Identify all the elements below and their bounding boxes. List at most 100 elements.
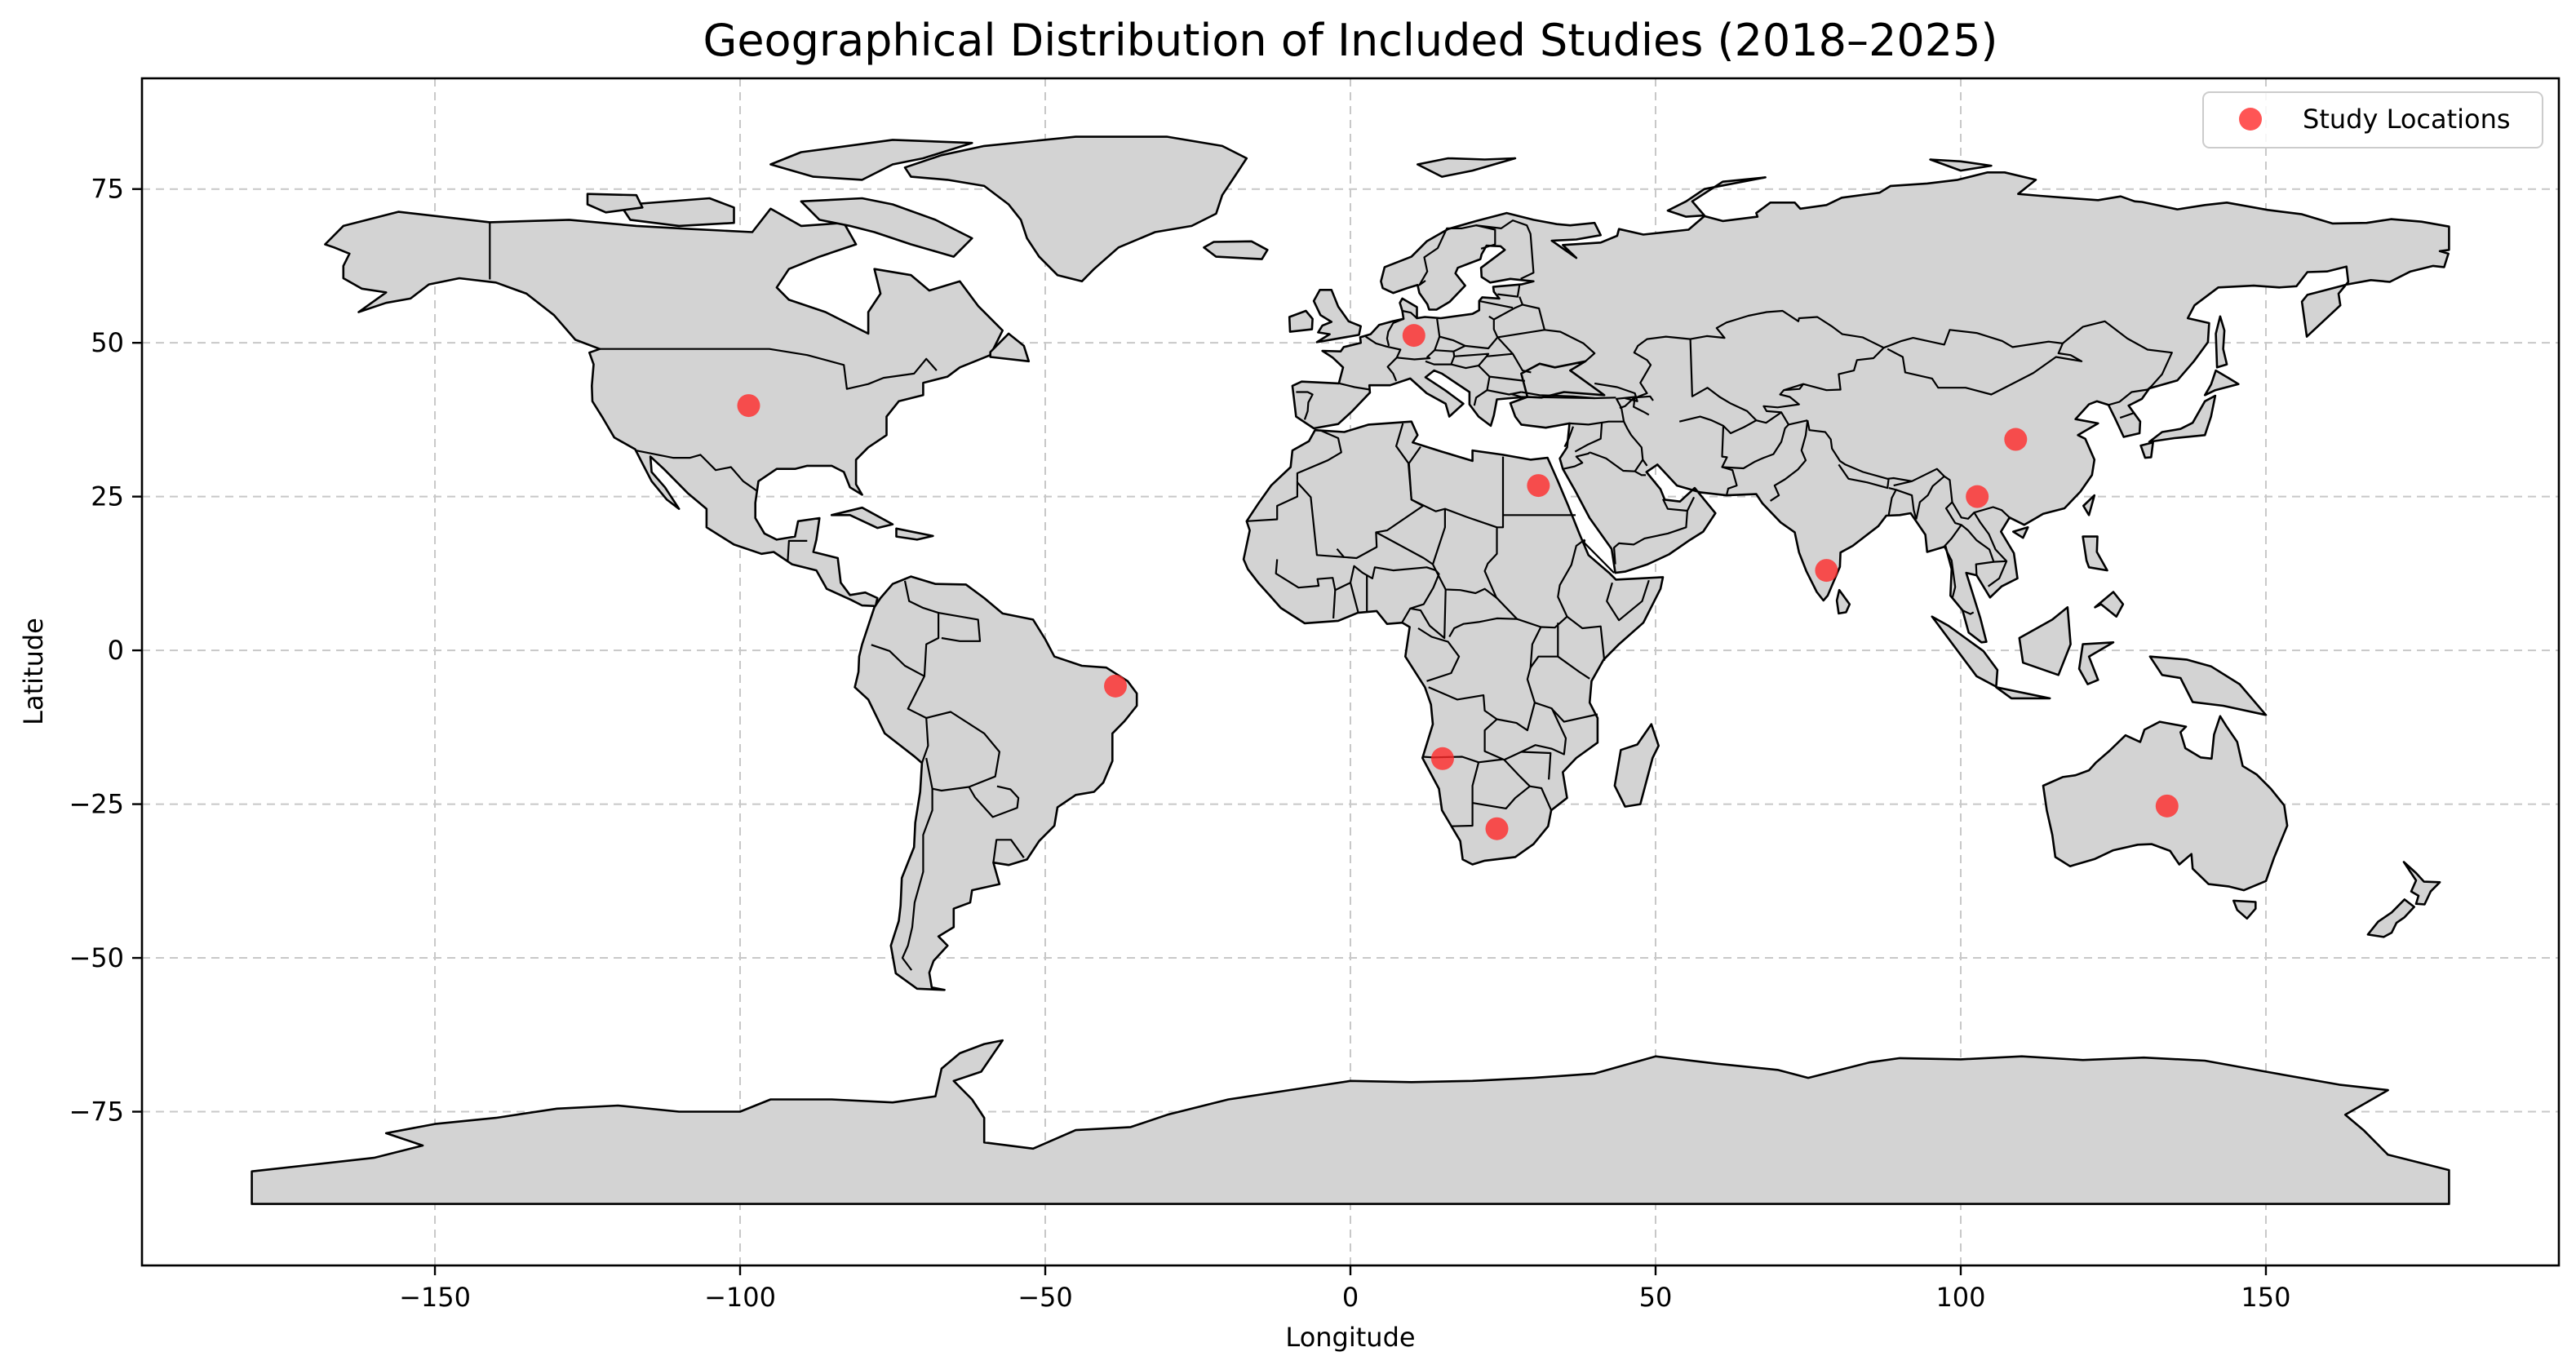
- land-sulawesi: [2077, 641, 2115, 685]
- country-border: [1417, 627, 1461, 682]
- land-sri-lanka: [1835, 588, 1851, 615]
- land-honshu: [2148, 394, 2217, 443]
- study-location-point: [2155, 794, 2179, 818]
- country-border: [1583, 539, 1615, 574]
- land-new-zealand-south: [2366, 898, 2415, 938]
- country-border: [1422, 756, 1504, 764]
- country-border: [1521, 751, 1552, 780]
- country-border: [1770, 420, 1809, 502]
- land-hispaniola: [895, 527, 934, 541]
- land-kyushu: [2139, 441, 2154, 459]
- country-borders: [489, 219, 2173, 971]
- country-border: [1838, 463, 1890, 490]
- country-border: [1365, 335, 1402, 382]
- country-border: [1425, 349, 1456, 366]
- chart-title: Geographical Distribution of Included St…: [703, 15, 1997, 66]
- country-border: [871, 580, 940, 677]
- country-border: [1943, 501, 1962, 600]
- land-banks: [586, 193, 644, 214]
- land-hokkaido: [2203, 369, 2240, 397]
- country-border: [1473, 376, 1491, 406]
- country-border: [1633, 309, 1885, 398]
- legend-marker: [2239, 108, 2262, 131]
- country-border: [1973, 512, 2008, 587]
- country-border: [1887, 487, 1897, 516]
- country-border: [925, 711, 1000, 792]
- country-border: [1339, 382, 1371, 391]
- country-border: [1246, 480, 1298, 522]
- country-border: [1336, 547, 1346, 559]
- country-border: [1475, 219, 1535, 280]
- country-border: [1619, 395, 1654, 410]
- x-tick-label: 100: [1935, 1282, 1985, 1313]
- land-antarctica: [251, 1039, 2450, 1205]
- land-new-guinea: [2148, 655, 2268, 716]
- land-newfoundland: [989, 332, 1031, 363]
- study-location-point: [1430, 747, 1454, 770]
- country-border: [600, 348, 938, 390]
- land-taiwan: [2082, 494, 2096, 516]
- land-java: [1995, 686, 2051, 700]
- country-border: [1497, 285, 1521, 298]
- country-border: [1519, 296, 1523, 305]
- country-border: [1472, 785, 1531, 809]
- country-border: [1408, 445, 1505, 529]
- y-tick-label: −25: [69, 789, 124, 820]
- land-cuba: [830, 506, 894, 530]
- land-greenland: [903, 135, 1248, 283]
- land-great-britain: [1312, 289, 1362, 343]
- x-tick-label: 50: [1639, 1282, 1673, 1313]
- country-border: [1332, 590, 1337, 618]
- country-border: [1613, 499, 1688, 565]
- land-victoria: [623, 197, 735, 228]
- country-border: [1566, 615, 1606, 662]
- country-border: [1722, 423, 1789, 470]
- study-location-point: [1104, 674, 1128, 698]
- country-border: [1915, 475, 1945, 520]
- x-tick-label: −50: [1018, 1282, 1073, 1313]
- study-location-points: [737, 324, 2179, 840]
- y-tick-label: −75: [69, 1097, 124, 1128]
- country-border: [1452, 344, 1466, 352]
- land-ellesmere: [769, 139, 973, 181]
- country-border: [1686, 496, 1696, 512]
- country-border: [1895, 489, 1918, 520]
- land-novaya-zemlya: [1666, 176, 1767, 218]
- country-border: [1563, 426, 1575, 448]
- study-location-point: [2004, 428, 2028, 451]
- y-tick-label: 50: [91, 327, 124, 358]
- country-border: [1418, 224, 1496, 286]
- country-border: [1594, 382, 1638, 402]
- y-axis-label: Latitude: [18, 618, 49, 725]
- country-border: [1563, 451, 1590, 470]
- land-ireland: [1288, 309, 1314, 333]
- land-sumatra: [1931, 615, 1999, 688]
- country-border: [1623, 421, 1644, 472]
- country-border: [1962, 609, 1975, 615]
- land-mindanao: [2094, 591, 2125, 618]
- x-tick-label: −150: [399, 1282, 471, 1313]
- legend-box: [2202, 91, 2543, 148]
- country-border: [1993, 560, 2007, 563]
- country-border: [1961, 524, 1995, 576]
- y-tick-label: 75: [91, 174, 124, 205]
- country-border: [1386, 317, 1404, 347]
- country-border: [938, 612, 982, 642]
- country-border: [1574, 422, 1603, 453]
- country-border: [1589, 451, 1646, 476]
- study-location-point: [1485, 817, 1509, 840]
- country-border: [901, 788, 933, 971]
- country-border: [968, 785, 1020, 818]
- y-tick-label: 0: [108, 635, 124, 666]
- country-border: [1428, 627, 1542, 732]
- country-border: [635, 450, 758, 492]
- country-border: [1486, 352, 1532, 374]
- country-border: [1893, 480, 1913, 487]
- study-location-point: [1402, 324, 1425, 348]
- y-tick-label: −50: [69, 942, 124, 973]
- legend-label: Study Locations: [2303, 104, 2511, 135]
- country-border: [1521, 391, 1616, 400]
- land-philippines-luzon: [2082, 535, 2108, 572]
- country-border: [1296, 429, 1342, 481]
